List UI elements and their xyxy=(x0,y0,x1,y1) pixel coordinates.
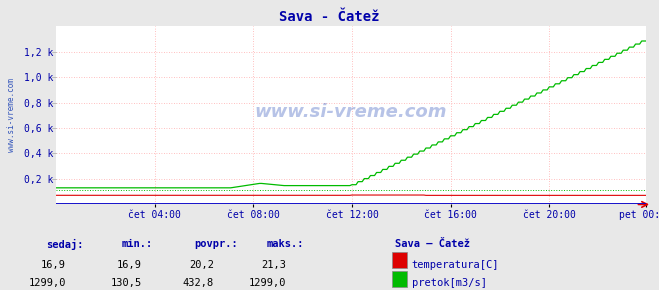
Text: Sava – Čatež: Sava – Čatež xyxy=(395,239,471,249)
Text: 16,9: 16,9 xyxy=(41,260,66,269)
Text: pretok[m3/s]: pretok[m3/s] xyxy=(412,278,487,288)
Text: www.si-vreme.com: www.si-vreme.com xyxy=(254,103,447,121)
Text: Sava - Čatež: Sava - Čatež xyxy=(279,10,380,24)
Text: min.:: min.: xyxy=(122,239,153,249)
Text: www.si-vreme.com: www.si-vreme.com xyxy=(7,78,16,152)
Text: 1299,0: 1299,0 xyxy=(249,278,287,288)
Text: povpr.:: povpr.: xyxy=(194,239,238,249)
Text: sedaj:: sedaj: xyxy=(46,239,84,250)
Text: 130,5: 130,5 xyxy=(111,278,142,288)
Text: 1299,0: 1299,0 xyxy=(28,278,66,288)
Text: 16,9: 16,9 xyxy=(117,260,142,269)
Text: 21,3: 21,3 xyxy=(262,260,287,269)
Text: temperatura[C]: temperatura[C] xyxy=(412,260,500,269)
Text: maks.:: maks.: xyxy=(267,239,304,249)
Text: 20,2: 20,2 xyxy=(189,260,214,269)
Text: 432,8: 432,8 xyxy=(183,278,214,288)
